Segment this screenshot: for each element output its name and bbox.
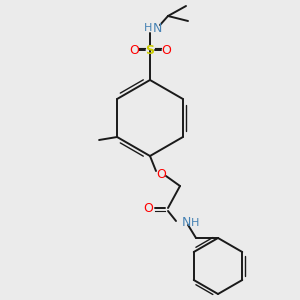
Text: H: H xyxy=(191,218,199,228)
Text: O: O xyxy=(129,44,139,56)
Text: N: N xyxy=(181,217,191,230)
Text: S: S xyxy=(146,44,154,56)
Text: N: N xyxy=(152,22,162,34)
Text: O: O xyxy=(156,167,166,181)
Text: O: O xyxy=(161,44,171,56)
Text: H: H xyxy=(144,23,152,33)
Text: O: O xyxy=(143,202,153,214)
